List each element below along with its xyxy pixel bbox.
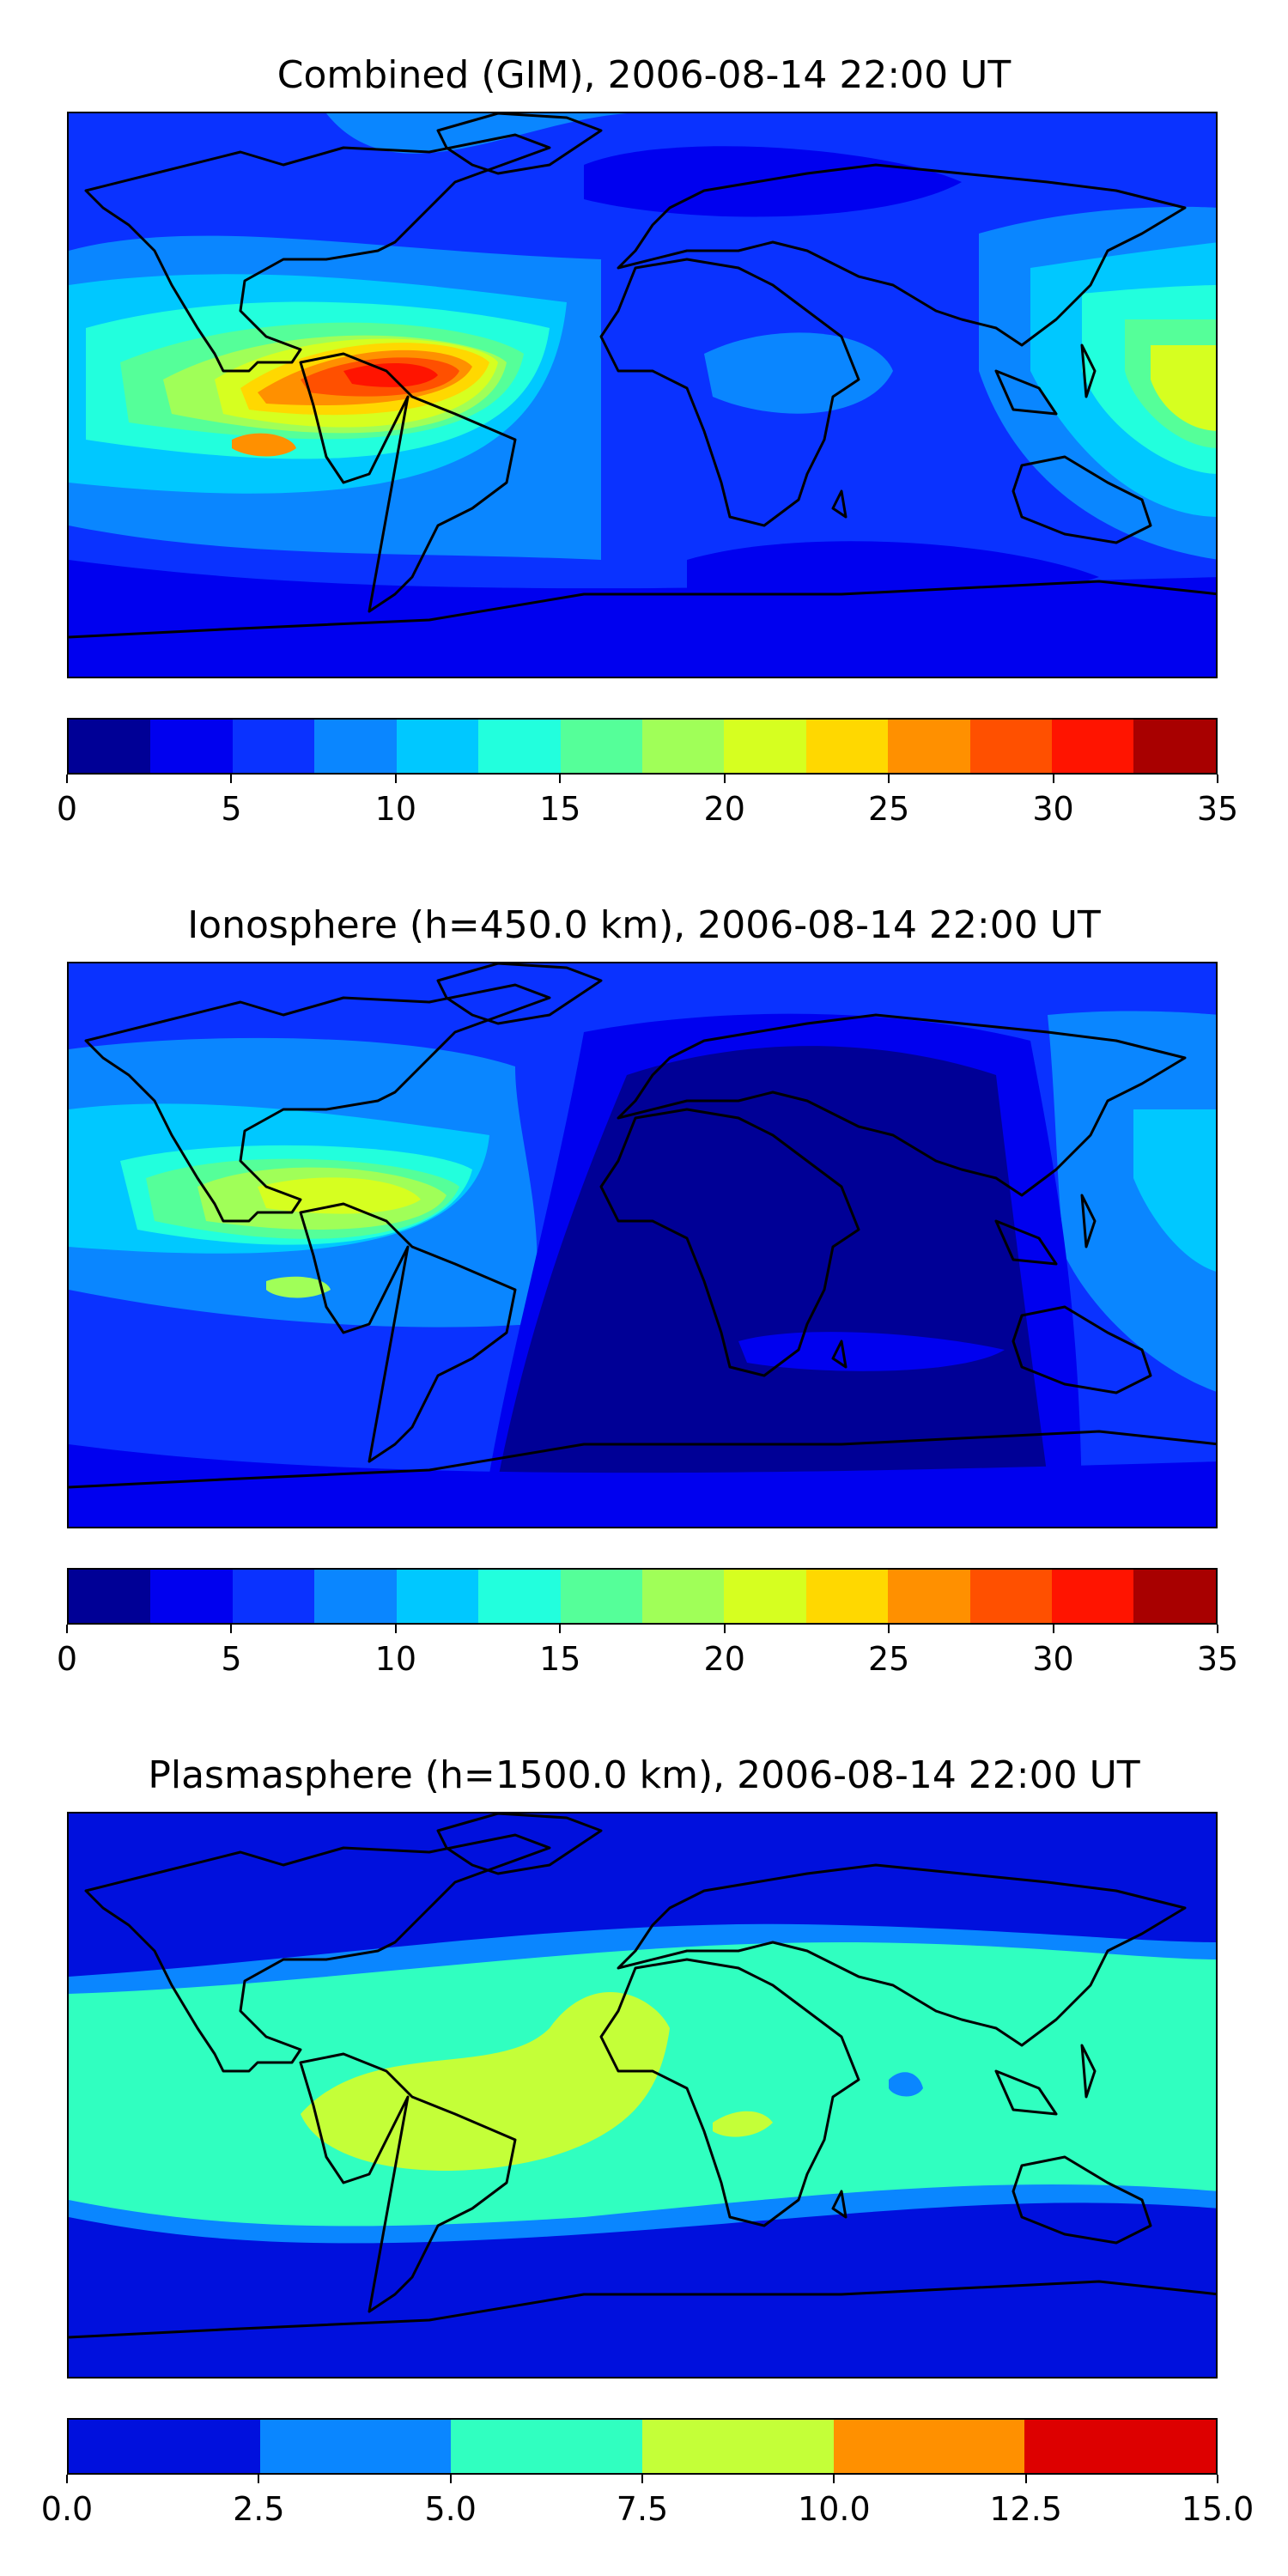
colorbar-cell [724,1570,806,1623]
colorbar-tick-mark [888,1625,890,1633]
colorbar-cell [150,720,233,773]
panel-title-ionosphere: Ionosphere (h=450.0 km), 2006-08-14 22:0… [187,903,1101,947]
map-combined [67,112,1218,678]
colorbar-cell [259,2420,452,2473]
colorbar-ticks-ionosphere: 0 5 10 15 20 25 30 35 [57,1625,1238,1678]
colorbar-cell [1052,720,1134,773]
colorbar-tick-label: 30 [1032,790,1074,828]
colorbar-combined [67,718,1218,775]
colorbar-cell [560,720,642,773]
colorbar-cell [888,1570,970,1623]
colorbar-tick-label: 10 [374,790,417,828]
colorbar-tick-mark [888,775,890,783]
colorbar-tick-mark [230,1625,233,1633]
colorbar-cell [1052,1570,1134,1623]
colorbar-cell [232,720,315,773]
colorbar-plasmasphere [67,2418,1218,2475]
colorbar-cell [833,2420,1025,2473]
map-ionosphere [67,962,1218,1528]
colorbar-cell [969,720,1053,773]
map-plasmasphere [67,1812,1218,2379]
colorbar-tick-label: 20 [703,790,745,828]
colorbar-ticks-plasmasphere: 0.0 2.5 5.0 7.5 10.0 12.5 15.0 [41,2475,1254,2528]
colorbar-tick-mark [1052,1625,1054,1633]
colorbar-tick-label: 25 [867,790,910,828]
colorbar-ionosphere [67,1568,1218,1625]
colorbar-cell [888,720,970,773]
colorbar-tick-mark [723,1625,726,1633]
panel-title-combined: Combined (GIM), 2006-08-14 22:00 UT [276,53,1012,97]
colorbar-tick-mark [833,2475,835,2483]
colorbar-tick-mark [394,775,397,783]
colorbar-cell [805,720,889,773]
colorbar-tick-mark [641,2475,643,2483]
colorbar-tick-label: 15 [539,790,581,828]
colorbar-cell [969,1570,1053,1623]
colorbar-cell [1133,720,1216,773]
colorbar-cell [232,1570,315,1623]
colorbar-tick-mark [66,1625,68,1633]
colorbar-cell [478,720,561,773]
colorbar-cell [396,1570,479,1623]
colorbar-tick-mark [449,2475,452,2483]
colorbar-cell [150,1570,233,1623]
colorbar-tick-label: 0 [56,790,78,828]
colorbar-tick-mark [723,775,726,783]
colorbar-cell [451,2420,643,2473]
colorbar-tick-mark [394,1625,397,1633]
colorbar-cell [805,1570,889,1623]
colorbar-tick-label: 0 [56,1640,78,1678]
colorbar-tick-mark [1217,775,1218,783]
colorbar-tick-label: 20 [703,1640,745,1678]
colorbar-tick-mark [230,775,233,783]
colorbar-tick-mark [559,1625,562,1633]
colorbar-cell [314,1570,397,1623]
colorbar-ticks-combined: 0 5 10 15 20 25 30 35 [57,775,1238,828]
colorbar-tick-mark [66,775,68,783]
colorbar-tick-label: 0.0 [40,2490,94,2528]
colorbar-tick-label: 2.5 [233,2490,285,2528]
colorbar-cell [69,1570,151,1623]
colorbar-tick-mark [1217,1625,1218,1633]
colorbar-cell [1133,1570,1216,1623]
colorbar-cell [560,1570,642,1623]
colorbar-tick-label: 15 [539,1640,581,1678]
colorbar-tick-label: 30 [1032,1640,1074,1678]
colorbar-cell [478,1570,561,1623]
colorbar-tick-label: 5.0 [424,2490,477,2528]
colorbar-tick-label: 35 [1196,1640,1239,1678]
colorbar-cell [641,720,725,773]
colorbar-tick-label: 15.0 [1181,2490,1255,2528]
colorbar-cell [642,2420,834,2473]
colorbar-cell [641,1570,725,1623]
colorbar-tick-label: 5 [221,790,242,828]
colorbar-tick-label: 35 [1196,790,1239,828]
colorbar-tick-mark [66,2475,68,2483]
colorbar-tick-label: 10 [374,1640,417,1678]
colorbar-tick-mark [559,775,562,783]
panel-title-plasmasphere: Plasmasphere (h=1500.0 km), 2006-08-14 2… [148,1753,1140,1797]
colorbar-tick-label: 25 [867,1640,910,1678]
colorbar-tick-label: 5 [221,1640,242,1678]
colorbar-tick-mark [258,2475,260,2483]
colorbar-tick-mark [1024,2475,1027,2483]
colorbar-tick-label: 7.5 [616,2490,669,2528]
colorbar-cell [1024,2420,1217,2473]
colorbar-cell [396,720,479,773]
colorbar-tick-label: 12.5 [989,2490,1062,2528]
colorbar-tick-mark [1217,2475,1218,2483]
colorbar-cell [69,2420,260,2473]
colorbar-tick-mark [1052,775,1054,783]
colorbar-cell [724,720,806,773]
colorbar-cell [69,720,151,773]
colorbar-cell [314,720,397,773]
colorbar-tick-label: 10.0 [798,2490,871,2528]
